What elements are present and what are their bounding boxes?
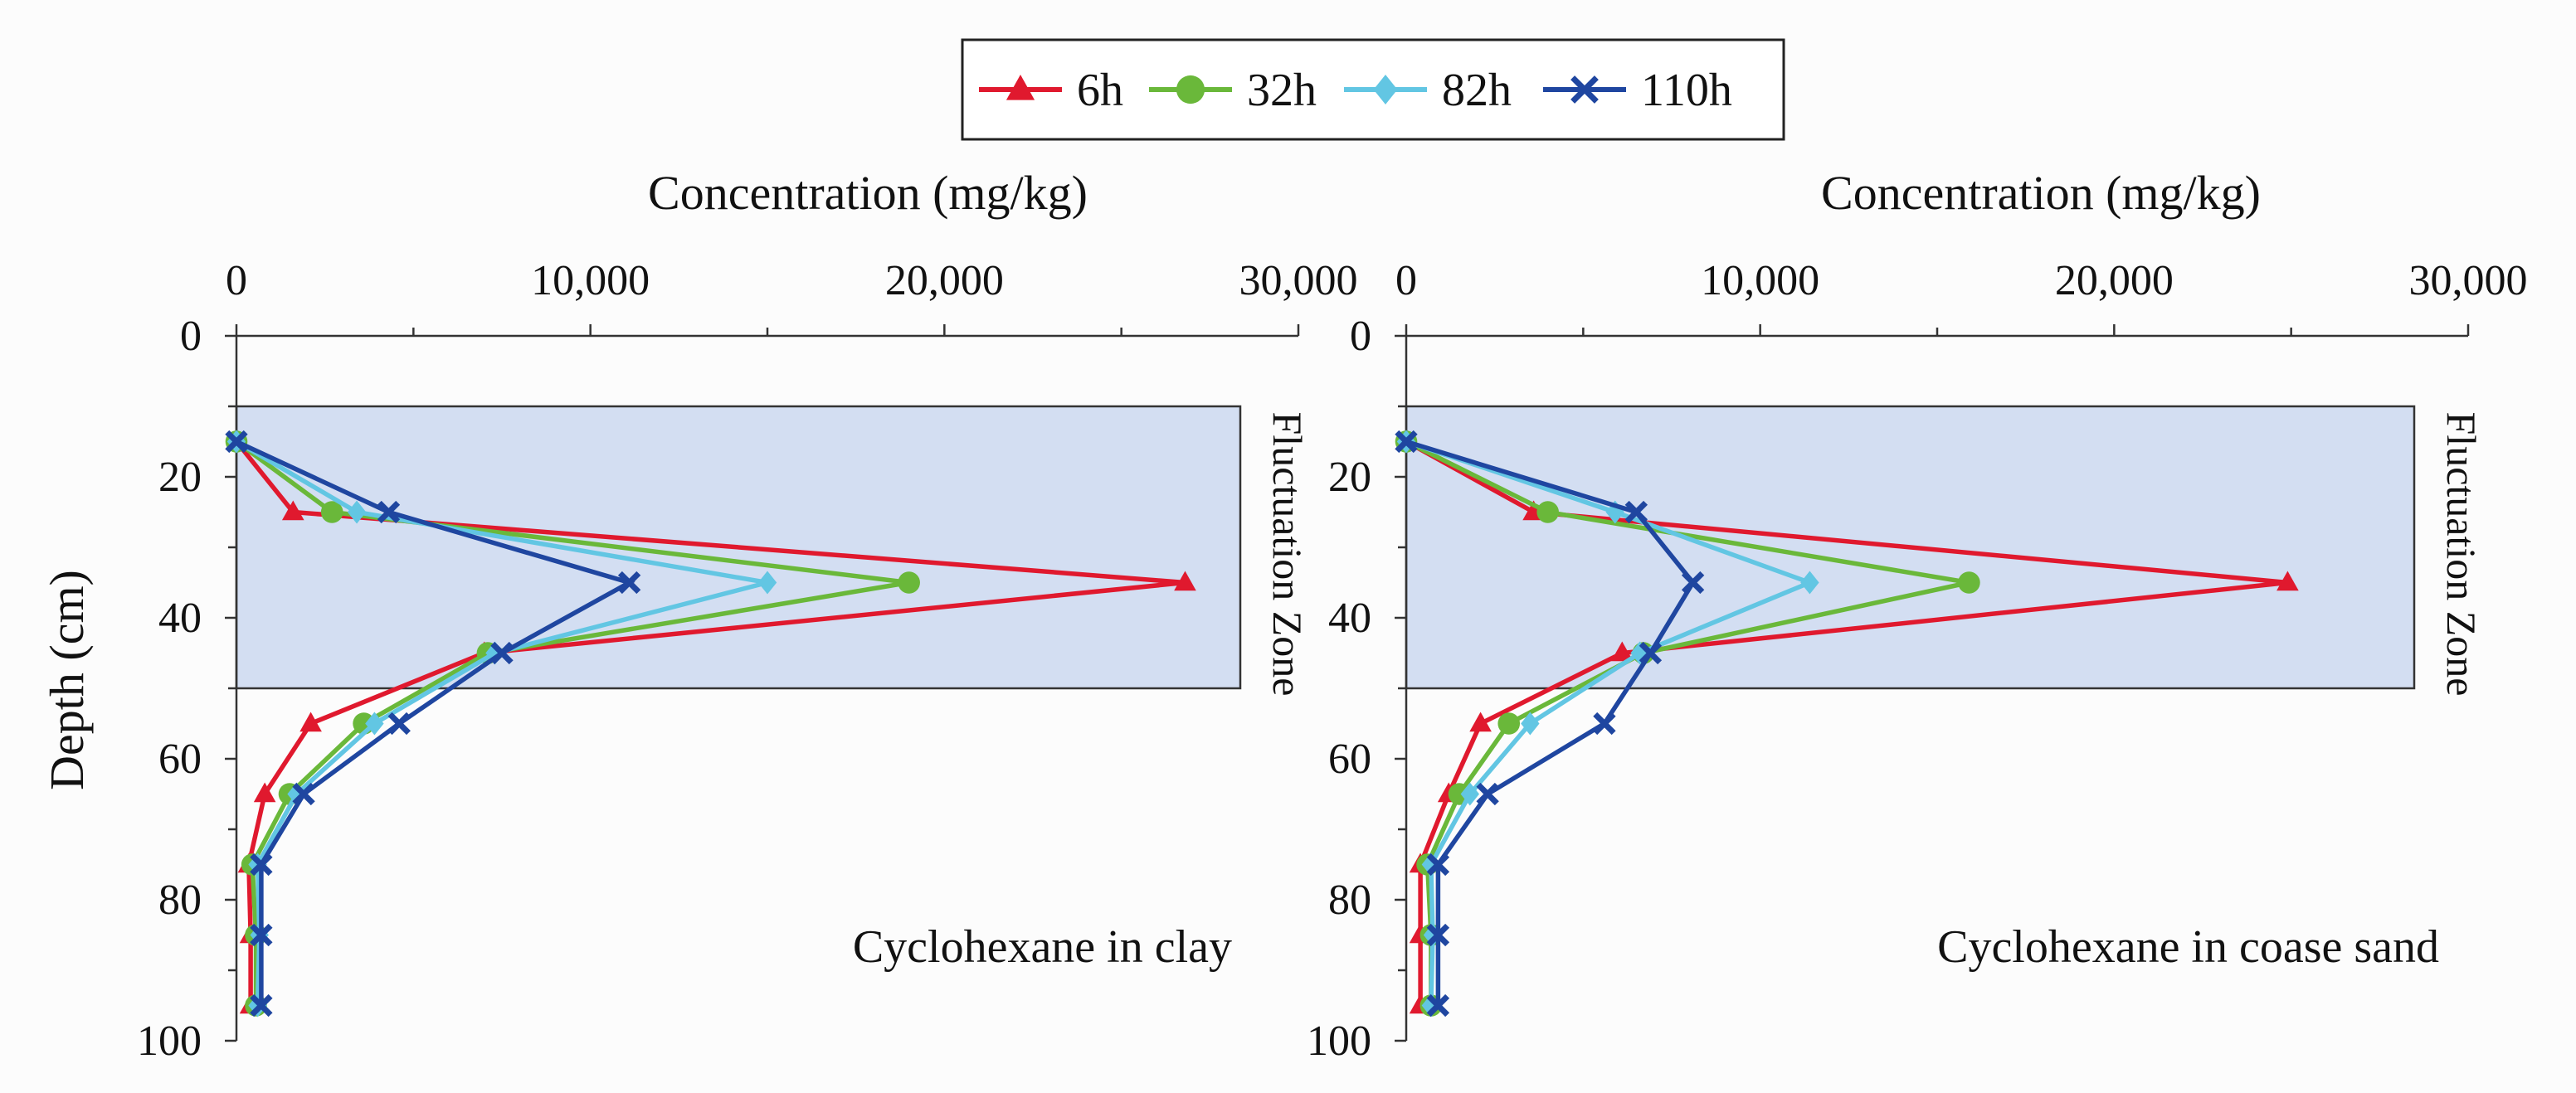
data-point	[320, 501, 343, 523]
y-tick-label: 80	[1328, 877, 1371, 924]
data-point	[1639, 641, 1663, 665]
legend-item-32h: 32h	[1149, 65, 1317, 116]
data-point	[1426, 923, 1450, 947]
data-point	[1800, 571, 1819, 595]
y-tick-label: 0	[180, 313, 202, 360]
data-point	[250, 993, 273, 1018]
x-tick-label: 30,000	[2409, 257, 2528, 304]
plot-area: 0 10,000 20,000 30,000 0 20 40 60 80 100	[1307, 257, 2528, 1065]
x-tick-label: 20,000	[2055, 257, 2174, 304]
data-point	[253, 782, 276, 803]
panel-clay: 0 10,000 20,000 30,000 0 20 40 60 80 100 Concentr…	[40, 166, 1358, 1065]
data-point	[1497, 712, 1521, 735]
plot-area: 0 10,000 20,000 30,000 0 20 40 60 80 100	[137, 257, 1358, 1065]
legend-marker	[1373, 75, 1398, 104]
data-point	[898, 571, 920, 594]
data-point	[299, 712, 322, 732]
y-tick-label: 20	[158, 454, 202, 501]
legend-item-6h: 6h	[979, 65, 1123, 116]
series-110h	[1395, 430, 1705, 1018]
data-point	[1174, 571, 1196, 591]
data-point	[617, 571, 641, 595]
x-axis-title: Concentration (mg/kg)	[1821, 166, 2261, 220]
data-point	[225, 430, 248, 454]
x-tick-label: 0	[1395, 257, 1417, 304]
legend-label: 110h	[1641, 65, 1732, 116]
legend-marker	[1176, 75, 1205, 104]
legend-marker	[1006, 75, 1035, 100]
data-point	[347, 500, 367, 524]
data-point	[757, 571, 777, 595]
series-110h	[225, 430, 641, 1018]
data-point	[250, 853, 273, 877]
panel-title: Cyclohexane in clay	[853, 921, 1232, 973]
data-point	[250, 923, 273, 947]
zone-label: Fluctuation Zone	[2438, 412, 2485, 697]
data-point	[2277, 571, 2299, 591]
legend-label: 32h	[1247, 65, 1317, 116]
data-point	[377, 500, 401, 524]
y-axis-title: Depth (cm)	[40, 570, 94, 790]
x-tick-label: 20,000	[885, 257, 1004, 304]
y-tick-label: 60	[1328, 736, 1371, 783]
data-point	[281, 500, 304, 521]
data-point	[387, 712, 411, 736]
data-point	[1395, 430, 1418, 454]
y-tick-label: 60	[158, 736, 202, 783]
y-tick-label: 100	[1307, 1018, 1371, 1065]
y-tick-label: 20	[1328, 454, 1371, 501]
panel-sand: 0 10,000 20,000 30,000 0 20 40 60 80 100 Concentr…	[1307, 166, 2528, 1065]
legend: 6h 32h 82h 110h	[961, 38, 1785, 141]
y-tick-label: 40	[1328, 595, 1371, 642]
y-tick-label: 40	[158, 595, 202, 642]
data-point	[1630, 641, 1649, 665]
x-axis-title: Concentration (mg/kg)	[648, 166, 1088, 220]
data-point	[1426, 853, 1450, 877]
legend-label: 6h	[1077, 65, 1123, 116]
data-point	[1958, 571, 1980, 594]
data-point	[365, 712, 384, 736]
data-point	[490, 641, 514, 665]
data-point	[1476, 782, 1499, 806]
legend-label: 82h	[1442, 65, 1512, 116]
data-point	[1469, 712, 1492, 732]
x-tick-label: 0	[226, 257, 247, 304]
data-point	[1460, 782, 1479, 806]
legend-marker	[1570, 75, 1599, 104]
data-point	[292, 782, 315, 806]
x-tick-label: 10,000	[1701, 257, 1819, 304]
data-point	[1426, 993, 1450, 1018]
data-point	[1624, 500, 1648, 524]
data-point	[1681, 571, 1705, 595]
zone-label: Fluctuation Zone	[1264, 412, 1311, 697]
data-point	[1610, 641, 1634, 662]
legend-item-82h: 82h	[1344, 65, 1512, 116]
legend-item-110h: 110h	[1543, 65, 1732, 116]
data-point	[1593, 712, 1616, 736]
x-tick-label: 30,000	[1239, 257, 1358, 304]
y-tick-label: 100	[137, 1018, 202, 1065]
x-tick-label: 10,000	[531, 257, 650, 304]
y-tick-label: 80	[158, 877, 202, 924]
data-point	[1536, 501, 1559, 523]
y-tick-label: 0	[1350, 313, 1371, 360]
panel-title: Cyclohexane in coase sand	[1937, 921, 2439, 973]
data-point	[1521, 712, 1540, 736]
